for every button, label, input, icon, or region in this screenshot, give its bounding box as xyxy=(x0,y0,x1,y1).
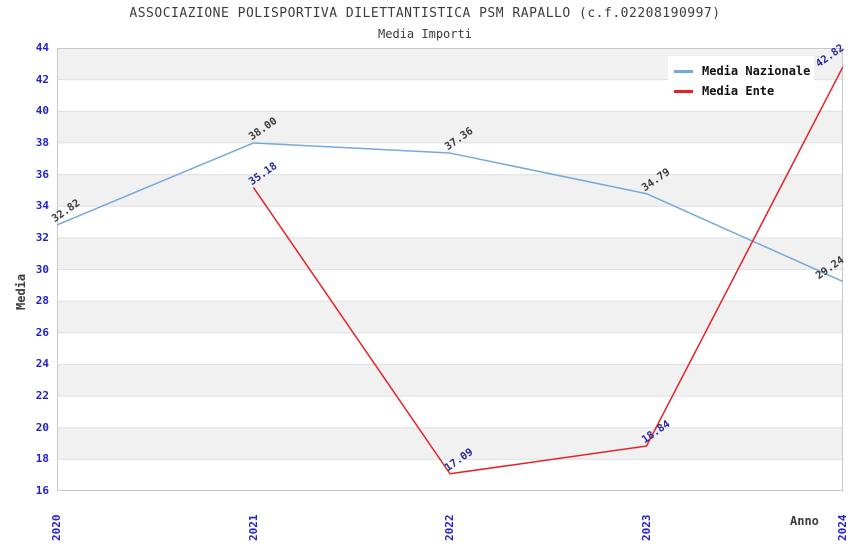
grid-band xyxy=(57,142,843,175)
y-tick-label: 44 xyxy=(35,41,49,54)
chart-title: ASSOCIAZIONE POLISPORTIVA DILETTANTISTIC… xyxy=(129,6,721,21)
x-tick-label: 2023 xyxy=(639,514,653,542)
y-tick-label: 16 xyxy=(35,484,49,497)
grid-band xyxy=(57,174,843,207)
x-axis-title: Anno xyxy=(790,514,819,528)
plot-area xyxy=(57,48,843,491)
y-tick-label: 24 xyxy=(35,357,49,371)
x-tick-label: 2020 xyxy=(50,514,63,542)
y-tick-label: 22 xyxy=(35,389,49,403)
x-tick-label: 2021 xyxy=(246,514,260,542)
plot-border xyxy=(57,48,843,491)
y-tick-label: 38 xyxy=(35,135,49,149)
grid-band xyxy=(57,111,843,143)
y-tick-label: 18 xyxy=(35,452,49,466)
legend: Media Nazionale Media Ente xyxy=(668,56,814,110)
ente-line-swatch-icon xyxy=(674,89,693,93)
grid-band xyxy=(57,364,843,397)
grid-band xyxy=(57,396,843,428)
grid-band xyxy=(57,459,843,491)
y-tick-label: 26 xyxy=(35,325,49,339)
series-line-media-ente xyxy=(252,66,843,475)
series-line-media-nazionale xyxy=(57,142,843,283)
grid-band xyxy=(57,332,843,365)
x-tick-label: 2022 xyxy=(443,514,456,542)
legend-label: Media Ente xyxy=(702,84,775,98)
legend-item-nazionale: Media Nazionale xyxy=(674,64,811,78)
y-tick-label: 42 xyxy=(35,72,49,86)
y-tick-label: 20 xyxy=(35,420,49,434)
grid-band xyxy=(57,206,843,238)
grid-band xyxy=(57,301,843,333)
y-tick-label: 32 xyxy=(35,230,49,244)
y-tick-label: 40 xyxy=(35,104,49,118)
grid-band xyxy=(57,237,843,270)
legend-label: Media Nazionale xyxy=(702,64,811,78)
y-tick-label: 36 xyxy=(35,167,49,181)
legend-item-ente: Media Ente xyxy=(674,84,808,98)
y-tick-label: 28 xyxy=(35,294,49,308)
grid-band xyxy=(57,269,843,302)
y-tick-label: 30 xyxy=(35,262,49,276)
chart-subtitle: Media Importi xyxy=(378,27,472,41)
nazionale-line-swatch-icon xyxy=(674,69,693,73)
y-tick-label: 34 xyxy=(35,199,49,213)
x-tick-label: 2024 xyxy=(836,514,849,542)
grid-band xyxy=(57,427,843,460)
